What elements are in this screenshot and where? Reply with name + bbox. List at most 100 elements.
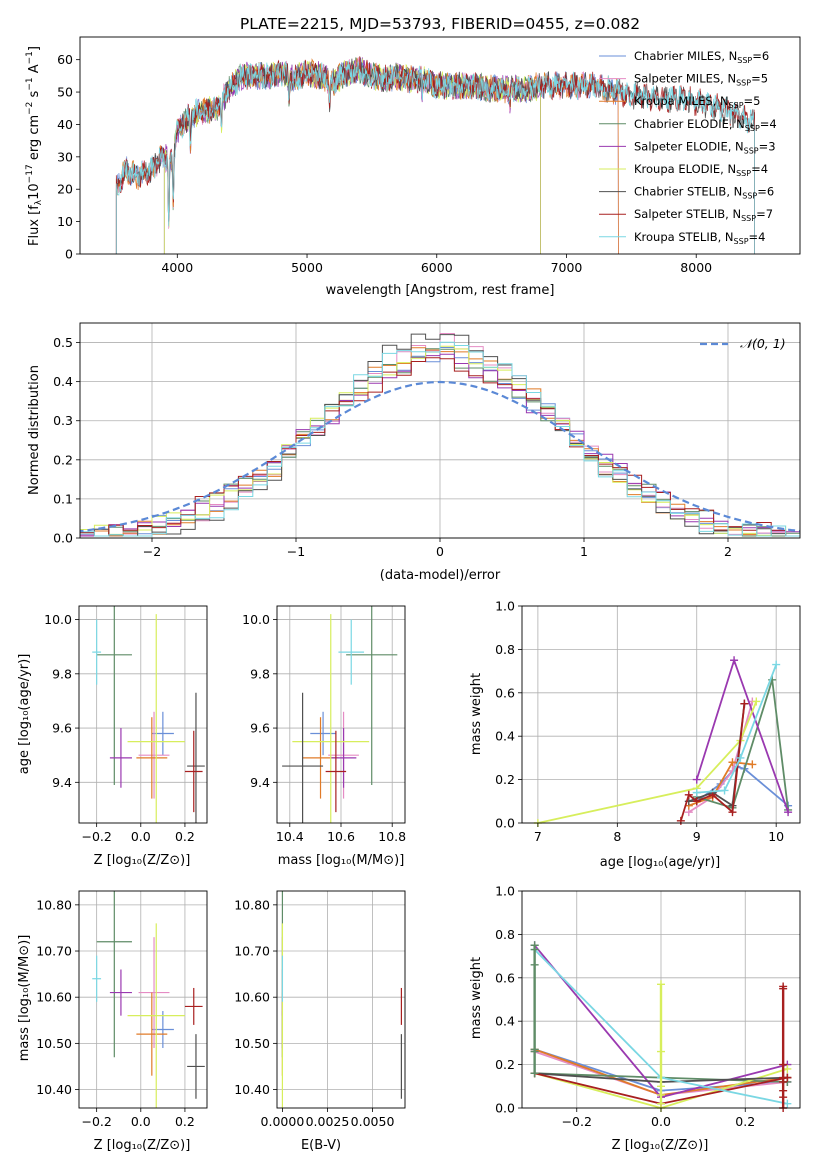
x-tick-label: 0.0: [131, 829, 151, 844]
y-tick-label: 0.4: [495, 729, 515, 744]
weight-line: [696, 664, 778, 794]
x-tick-label: 10: [768, 829, 784, 844]
residuals-panel: −2 −1 0 1 2 0.0 0.1 0.2 0.3 0.4 0.5 (data-model)/e…: [27, 322, 801, 583]
y-tick-label: 0.3: [53, 413, 73, 428]
weight-vs-z-panel: −0.2 0.0 0.2 0.0 0.2 0.4 0.6 0.8 1.0 Z [log₁₀(Z/…: [469, 884, 801, 1153]
y-tick-label: 20: [57, 182, 73, 197]
normal-reference-curve: [80, 380, 800, 533]
mass-ebv-xlabel: E(B-V): [301, 1138, 341, 1153]
weight-marker: [657, 1090, 665, 1099]
y-tick-label: 10.0: [44, 612, 72, 627]
y-tick-label: 0.0: [53, 531, 73, 546]
weight-line: [696, 679, 789, 811]
errorbar-point: [338, 619, 365, 685]
mass-z-xlabel: Z [log₁₀(Z/Z⊙)]: [94, 1138, 191, 1153]
errorbar-point: [330, 728, 357, 788]
spectrum-legend: Chabrier MILES, NSSP=6 Salpeter MILES, NS…: [599, 49, 777, 246]
y-tick-label: 0.2: [495, 772, 515, 787]
y-tick-label: 9.4: [250, 775, 270, 790]
weight-marker: [783, 1099, 792, 1108]
y-tick-label: 10.40: [36, 1082, 72, 1097]
legend-label: Kroupa ELODIE, NSSP=4: [634, 162, 768, 178]
errorbar-point: [109, 728, 132, 788]
y-tick-label: 0.8: [495, 927, 515, 942]
y-tick-label: 10.70: [234, 944, 270, 959]
axes-frame: [521, 890, 801, 1109]
x-tick-label: −2: [143, 544, 161, 559]
axes-frame: [276, 605, 406, 824]
weight-z-xlabel: Z [log₁₀(Z/Z⊙)]: [612, 1138, 709, 1153]
x-tick-label: 10.8: [378, 829, 406, 844]
legend-label: Kroupa STELIB, NSSP=4: [634, 230, 765, 246]
weight-marker: [657, 1047, 665, 1056]
y-tick-label: 10.50: [36, 1036, 72, 1051]
x-tick-label: 4000: [161, 260, 193, 275]
residual-histograms: [80, 333, 800, 537]
errorbar-point: [292, 614, 370, 823]
y-tick-label: 10.40: [234, 1082, 270, 1097]
y-tick-label: 10.50: [234, 1036, 270, 1051]
y-tick-label: 9.4: [52, 775, 72, 790]
residual-histogram: [80, 341, 800, 537]
weight-marker: [530, 960, 539, 969]
x-tick-label: −0.2: [562, 1114, 592, 1129]
y-tick-label: 0.2: [495, 1057, 515, 1072]
errorbar-point: [109, 969, 132, 1016]
legend-label: Chabrier ELODIE, NSSP=4: [634, 117, 777, 133]
weight-vs-age-panel: 7 8 9 10 0.0 0.2 0.4 0.6 0.8 1.0 age [log₁₀(age/y…: [469, 599, 801, 870]
errorbar-point: [151, 711, 174, 756]
age-z-ylabel: age [log₁₀(age/yr)]: [17, 654, 32, 775]
errorbar-point: [151, 1011, 174, 1048]
axes-frame: [79, 36, 801, 255]
mass-z-ylabel: mass [log₁₀(M/M⊙)]: [17, 935, 32, 1062]
weight-marker: [720, 786, 729, 795]
errorbar-point: [184, 730, 203, 813]
x-tick-label: 10.6: [327, 829, 355, 844]
y-tick-label: 40: [57, 117, 73, 132]
x-tick-label: 0.0: [651, 1114, 671, 1129]
x-tick-label: 8000: [680, 260, 712, 275]
x-tick-label: −0.2: [81, 1114, 111, 1129]
spectrum-line: [115, 57, 619, 254]
legend-label: Salpeter STELIB, NSSP=7: [634, 207, 773, 223]
weight-marker: [684, 790, 693, 799]
residuals-xlabel: (data-model)/error: [380, 568, 501, 583]
y-tick-label: 10.80: [234, 897, 270, 912]
figure-title: PLATE=2215, MJD=53793, FIBERID=0455, z=0…: [240, 15, 640, 33]
weight-marker: [530, 945, 539, 954]
weight-marker: [676, 816, 685, 825]
legend-label: Chabrier MILES, NSSP=6: [634, 49, 769, 65]
weight-line: [680, 703, 746, 822]
x-tick-label: 10.4: [276, 829, 304, 844]
weight-marker: [657, 980, 665, 989]
x-tick-label: 1: [580, 544, 588, 559]
axes-frame: [79, 322, 801, 539]
y-tick-label: 0: [65, 247, 73, 262]
x-tick-label: 7: [534, 829, 542, 844]
age-z-xlabel: Z [log₁₀(Z/Z⊙)]: [94, 853, 191, 868]
errorbar-point: [187, 1034, 205, 1099]
x-tick-label: 0.2: [175, 1114, 195, 1129]
errorbar-point: [282, 692, 324, 823]
spectrum-lines: [115, 56, 755, 254]
residual-histogram: [80, 353, 800, 537]
y-tick-label: 9.8: [250, 666, 270, 681]
x-tick-label: 5000: [291, 260, 323, 275]
errorbar-point: [325, 730, 347, 813]
x-tick-label: 2: [724, 544, 732, 559]
age-vs-z-panel: −0.2 0.0 0.29.49.69.810.0 Z [log₁₀(Z/Z⊙)] …: [17, 605, 208, 868]
y-tick-label: 60: [57, 52, 73, 67]
weight-marker: [657, 1099, 665, 1108]
errorbar-point: [310, 711, 336, 756]
errorbar-point: [187, 692, 205, 823]
errorbar-point: [92, 619, 102, 685]
y-tick-label: 0.0: [495, 1101, 515, 1116]
weight-age-xlabel: age [log₁₀(age/yr)]: [600, 855, 721, 870]
y-tick-label: 0.6: [495, 685, 515, 700]
weight-marker: [779, 982, 788, 991]
weight-marker: [736, 753, 745, 762]
x-tick-label: 0.2: [175, 829, 195, 844]
weight-marker: [783, 1064, 792, 1073]
weight-marker: [728, 758, 737, 767]
mass-vs-ebv-panel: 0.0000 0.0025 0.0050 10.40 10.50 10.60 10.70 10…: [234, 890, 406, 1153]
